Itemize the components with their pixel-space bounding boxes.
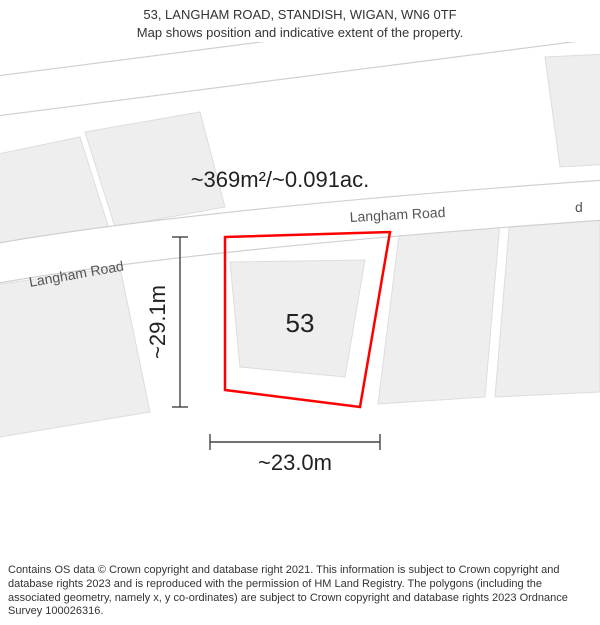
svg-text:53: 53 bbox=[286, 308, 315, 338]
svg-text:~23.0m: ~23.0m bbox=[258, 450, 332, 475]
header: 53, LANGHAM ROAD, STANDISH, WIGAN, WN6 0… bbox=[0, 0, 600, 43]
page-subtitle: Map shows position and indicative extent… bbox=[10, 24, 590, 42]
copyright-footer: Contains OS data © Crown copyright and d… bbox=[0, 560, 600, 625]
svg-text:~369m²/~0.091ac.: ~369m²/~0.091ac. bbox=[191, 167, 370, 192]
svg-text:d: d bbox=[575, 199, 583, 215]
page-title: 53, LANGHAM ROAD, STANDISH, WIGAN, WN6 0… bbox=[10, 6, 590, 24]
svg-text:~29.1m: ~29.1m bbox=[145, 285, 170, 359]
property-map: Langham RoadLangham Roadd53~369m²/~0.091… bbox=[0, 42, 600, 522]
map-container: Langham RoadLangham Roadd53~369m²/~0.091… bbox=[0, 42, 600, 522]
